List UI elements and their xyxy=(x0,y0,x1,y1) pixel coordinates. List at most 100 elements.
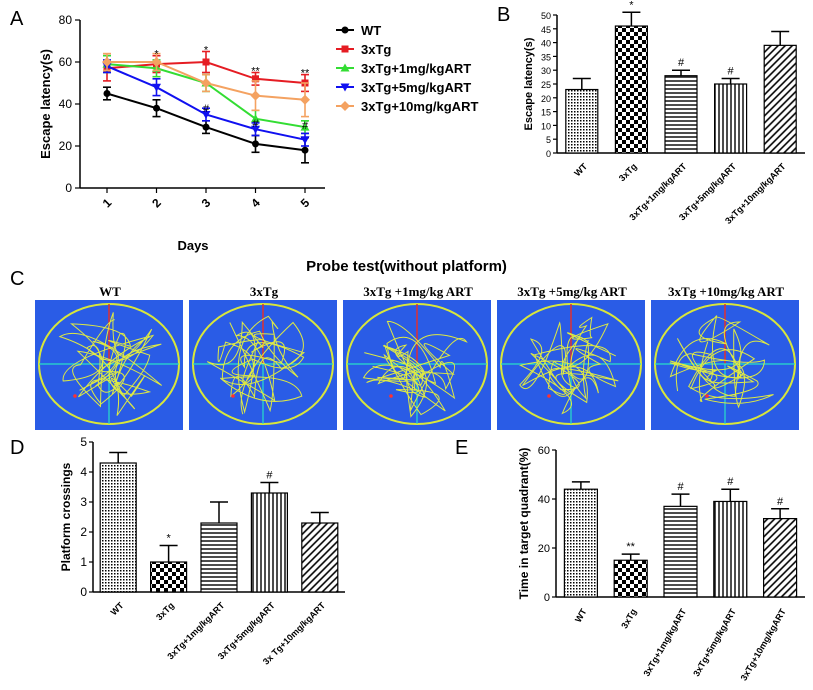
bar xyxy=(663,505,698,598)
significance-mark: # xyxy=(677,481,684,493)
significance-mark: ** xyxy=(626,541,635,553)
y-tick-label: 0 xyxy=(546,149,551,159)
category-label: 3xTg+5mg/kgART xyxy=(691,607,738,678)
maze-svg xyxy=(346,303,488,425)
data-point xyxy=(252,75,259,83)
y-tick-label: 35 xyxy=(541,52,551,62)
y-tick-label: 80 xyxy=(59,13,73,27)
significance-mark: # xyxy=(302,120,309,132)
y-tick-label: 2 xyxy=(80,525,87,539)
bar xyxy=(565,88,599,154)
bar xyxy=(301,522,339,593)
y-tick-label: 1 xyxy=(80,555,87,569)
panel-label-e: E xyxy=(455,437,469,459)
y-tick-label: 20 xyxy=(538,543,550,555)
data-point xyxy=(152,83,161,92)
legend-label: 3xTg+1mg/kgART xyxy=(361,61,471,76)
x-tick-label: 4 xyxy=(248,195,263,210)
category-label: WT xyxy=(573,607,589,625)
data-point xyxy=(300,94,310,105)
y-tick-label: 20 xyxy=(59,139,73,153)
bar-wt: WT xyxy=(563,481,599,625)
data-point xyxy=(202,123,210,131)
legend-label: 3xTg xyxy=(361,42,391,57)
panel-label-c: C xyxy=(10,268,25,290)
start-point xyxy=(73,394,77,398)
x-tick-label: 1 xyxy=(100,195,115,210)
bar xyxy=(250,492,288,593)
data-point xyxy=(102,57,112,67)
maze-svg xyxy=(38,303,180,425)
category-label: 3xTg xyxy=(619,607,638,630)
swim-path xyxy=(519,316,619,415)
maze-track-4 xyxy=(497,300,645,430)
significance-mark: * xyxy=(166,533,171,545)
significance-mark: # xyxy=(777,496,784,508)
y-tick-label: 0 xyxy=(65,181,72,195)
series-3xtg-10mg-kgart xyxy=(102,52,310,118)
maze-label-3xtg: 3xTg xyxy=(249,284,279,299)
series-3xtg-5mg-kgart xyxy=(102,59,310,147)
panel-label-b: B xyxy=(497,4,511,26)
maze-track-3 xyxy=(343,300,491,430)
y-tick-label: 60 xyxy=(59,55,73,69)
y-tick-label: 25 xyxy=(541,80,551,90)
bar xyxy=(563,488,599,598)
bar xyxy=(763,44,797,154)
significance-mark: # xyxy=(203,103,210,115)
swim-path xyxy=(669,315,774,409)
legend-item-3xtg: 3xTg xyxy=(336,42,391,57)
y-tick-label: 50 xyxy=(541,11,551,21)
y-tick-label: 40 xyxy=(538,494,550,506)
data-point xyxy=(251,114,260,123)
y-tick-label: 5 xyxy=(546,135,551,145)
data-point xyxy=(250,90,261,101)
maze-track-5 xyxy=(651,300,799,430)
maze-svg xyxy=(654,303,796,425)
y-axis-title: Platform crossings xyxy=(59,462,73,571)
bar xyxy=(99,462,137,593)
maze-track-1 xyxy=(35,300,183,430)
chart-e-target-quadrant: 0204060WT**3xTg#3xTg+1mg/kgART#3xTg+5mg/… xyxy=(517,445,805,682)
legend-label: WT xyxy=(361,23,381,38)
bar xyxy=(150,561,188,593)
y-tick-label: 40 xyxy=(59,97,73,111)
maze-label-wt: WT xyxy=(99,284,121,299)
legend-item-3xtg-5mg-kgart: 3xTg+5mg/kgART xyxy=(336,80,471,95)
bar xyxy=(613,559,648,598)
data-point xyxy=(201,78,211,88)
significance-mark: ** xyxy=(251,65,260,77)
x-tick-label: 3 xyxy=(199,195,214,210)
start-point xyxy=(389,394,393,398)
significance-mark: # xyxy=(727,476,734,488)
bar-3xtg: * 3xTg xyxy=(150,533,188,622)
significance-mark: * xyxy=(629,0,634,11)
legend-item-3xtg-10mg-kgart: 3xTg+10mg/kgART xyxy=(336,99,478,114)
legend-marker xyxy=(341,26,349,34)
significance-mark: # xyxy=(252,118,259,130)
bar xyxy=(713,500,748,598)
legend-item-3xtg-1mg-kgart: 3xTg+1mg/kgART xyxy=(336,61,471,76)
bar-3xtg-5mg-kgart: #3xTg+5mg/kgART xyxy=(691,476,748,678)
significance-mark: # xyxy=(266,470,273,482)
y-tick-label: 0 xyxy=(80,585,87,599)
probe-test-title: Probe test(without platform) xyxy=(306,258,507,275)
legend-marker xyxy=(341,45,349,53)
data-point xyxy=(202,58,210,66)
maze-label-10mg: 3xTg +10mg/kg ART xyxy=(667,284,785,299)
bar-3xtg-1mg-kgart: #3xTg+1mg/kgART xyxy=(641,481,698,678)
x-tick-label: 5 xyxy=(298,195,313,210)
maze-svg xyxy=(500,303,642,425)
maze-label-5mg: 3xTg +5mg/kg ART xyxy=(517,284,627,299)
bar xyxy=(614,25,649,154)
y-axis-title: Escape latency(s) xyxy=(38,49,53,159)
significance-mark: ** xyxy=(301,68,310,80)
significance-mark: * xyxy=(204,44,209,56)
maze-track-2 xyxy=(189,300,337,430)
y-tick-label: 45 xyxy=(541,25,551,35)
data-point xyxy=(251,125,260,134)
legend-marker xyxy=(340,101,350,111)
panel-label-d: D xyxy=(10,437,25,459)
